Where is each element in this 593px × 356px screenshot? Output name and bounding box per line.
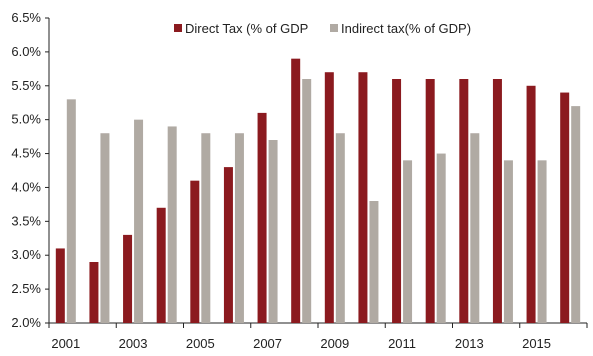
legend-swatch-direct-tax bbox=[174, 24, 182, 32]
direct-tax-bar-2015 bbox=[526, 85, 536, 324]
indirect-tax-bar-2015 bbox=[537, 160, 547, 323]
y-tick-label: 3.5% bbox=[11, 213, 41, 228]
y-tick-label: 2.0% bbox=[11, 315, 41, 330]
indirect-tax-bar-2006 bbox=[234, 133, 244, 323]
x-tick-label: 2009 bbox=[320, 336, 349, 351]
x-tick-label: 2013 bbox=[455, 336, 484, 351]
indirect-tax-bar-2011 bbox=[403, 160, 413, 323]
direct-tax-bar-2008 bbox=[291, 58, 301, 324]
x-tick-label: 2005 bbox=[186, 336, 215, 351]
y-tick-label: 3.0% bbox=[11, 247, 41, 262]
indirect-tax-bar-2016 bbox=[571, 106, 581, 323]
x-tick-label: 2001 bbox=[51, 336, 80, 351]
direct-tax-bar-2005 bbox=[190, 180, 200, 323]
x-tick-label: 2015 bbox=[522, 336, 551, 351]
direct-tax-bar-2011 bbox=[392, 79, 402, 323]
legend-label-direct-tax: Direct Tax (% of GDP bbox=[185, 21, 308, 36]
indirect-tax-bar-2002 bbox=[100, 133, 110, 323]
x-tick-label: 2011 bbox=[388, 336, 416, 351]
direct-tax-bar-2004 bbox=[156, 207, 166, 323]
direct-tax-bar-2013 bbox=[459, 79, 469, 323]
y-tick-label: 5.5% bbox=[11, 78, 41, 93]
direct-tax-bar-2001 bbox=[55, 248, 65, 323]
direct-tax-bar-2006 bbox=[223, 167, 233, 323]
indirect-tax-bar-2004 bbox=[167, 126, 177, 323]
indirect-tax-bar-2013 bbox=[470, 133, 480, 323]
indirect-tax-bar-2001 bbox=[66, 99, 76, 323]
indirect-tax-bar-2003 bbox=[134, 119, 144, 324]
direct-tax-bar-2010 bbox=[358, 72, 368, 323]
indirect-tax-bar-2007 bbox=[268, 140, 278, 323]
x-axis: 2001 2003 2005 2007 2009 2011 2013 2015 bbox=[48, 322, 588, 351]
indirect-tax-bar-2009 bbox=[335, 133, 345, 323]
indirect-tax-bar-2005 bbox=[201, 133, 211, 323]
indirect-tax-bar-2008 bbox=[302, 79, 312, 323]
indirect-tax-bar-2012 bbox=[436, 153, 446, 323]
direct-tax-bar-2009 bbox=[324, 72, 334, 323]
y-tick-label: 2.5% bbox=[11, 281, 41, 296]
y-tick-label: 4.0% bbox=[11, 179, 41, 194]
y-tick-label: 6.0% bbox=[11, 44, 41, 59]
legend-label-indirect-tax: Indirect tax(% of GDP) bbox=[341, 21, 471, 36]
direct-tax-bar-2007 bbox=[257, 112, 267, 323]
direct-tax-bar-2002 bbox=[89, 262, 99, 323]
x-tick-label: 2007 bbox=[253, 336, 282, 351]
y-tick-label: 5.0% bbox=[11, 112, 41, 127]
direct-tax-bar-2003 bbox=[123, 234, 133, 323]
y-tick-label: 4.5% bbox=[11, 146, 41, 161]
legend-swatch-indirect-tax bbox=[330, 24, 338, 32]
indirect-tax-bar-2014 bbox=[503, 160, 513, 323]
legend: Direct Tax (% of GDP Indirect tax(% of GD… bbox=[174, 21, 471, 36]
y-axis: 2.0% 2.5% 3.0% 3.5% 4.0% 4.5% 5.0% 5.5% 6.0% 6.5% bbox=[11, 10, 50, 330]
direct-tax-bar-2016 bbox=[560, 92, 570, 323]
y-tick-label: 6.5% bbox=[11, 10, 41, 25]
x-tick-label: 2003 bbox=[119, 336, 148, 351]
direct-tax-bar-2012 bbox=[425, 79, 435, 323]
bars bbox=[55, 58, 581, 324]
indirect-tax-bar-2010 bbox=[369, 201, 379, 323]
direct-tax-bar-2014 bbox=[492, 79, 502, 323]
